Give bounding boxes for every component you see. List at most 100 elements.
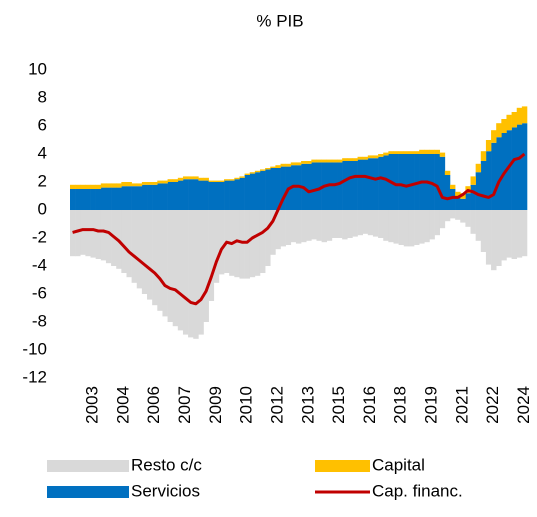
bar-segment	[362, 159, 369, 210]
bar-segment	[475, 210, 482, 241]
bar-segment	[290, 162, 297, 166]
bar-segment	[152, 182, 158, 185]
y-tick-label: 2	[38, 171, 47, 190]
bar-segment	[218, 210, 225, 275]
bar-segment	[259, 210, 266, 273]
bar-segment	[218, 180, 225, 182]
bar-segment	[203, 180, 209, 210]
bar-segment	[249, 172, 256, 174]
bar-segment	[367, 210, 374, 236]
bar-segment	[521, 123, 528, 210]
bar-segment	[403, 151, 410, 154]
bar-segment	[198, 177, 204, 181]
bar-segment	[434, 154, 441, 210]
y-tick-label: 10	[28, 59, 47, 78]
bar-segment	[357, 159, 363, 210]
bar-segment	[95, 189, 102, 210]
bar-segment	[295, 162, 302, 166]
bar-segment	[480, 210, 487, 252]
bar-segment	[244, 173, 251, 175]
bar-segment	[301, 161, 307, 164]
bar-segment	[105, 187, 112, 210]
bar-segment	[383, 152, 389, 156]
bar-segment	[152, 184, 158, 210]
bar-segment	[111, 183, 117, 188]
bar-segment	[177, 180, 184, 210]
bar-segment	[352, 210, 358, 237]
x-tick-label: 2019	[421, 386, 440, 424]
x-tick-label: 2024	[514, 386, 533, 424]
bar-segment	[357, 156, 363, 160]
bar-segment	[111, 187, 117, 210]
bar-segment	[506, 210, 512, 258]
bar-segment	[326, 159, 333, 163]
y-tick-label: -8	[32, 311, 47, 330]
bar-segment	[439, 152, 446, 157]
bar-segment	[172, 182, 179, 210]
bar-segment	[75, 184, 81, 189]
bar-segment	[265, 210, 271, 266]
bar-segment	[331, 159, 338, 163]
bar-segment	[90, 184, 96, 189]
bar-segment	[516, 107, 523, 125]
bar-segment	[275, 165, 281, 168]
bar-segment	[311, 162, 317, 210]
y-tick-label: 4	[38, 143, 47, 162]
bar-segment	[475, 172, 482, 210]
bar-segment	[501, 210, 507, 261]
bar-segment	[136, 186, 143, 210]
x-tick-label: 2013	[298, 386, 317, 424]
bar-segment	[414, 151, 420, 154]
bar-segment	[147, 210, 153, 300]
bar-segment	[126, 186, 132, 210]
bar-segment	[372, 155, 379, 159]
bar-segment	[496, 210, 502, 266]
x-tick-label: 2012	[267, 386, 286, 424]
bar-segment	[316, 159, 322, 163]
bar-segment	[229, 179, 235, 181]
bar-segment	[444, 170, 451, 175]
legend-label: Cap. financ.	[372, 481, 463, 500]
bar-segment	[100, 187, 107, 210]
bar-segment	[157, 180, 163, 184]
bar-segment	[270, 168, 276, 210]
bar-segment	[506, 130, 512, 210]
y-tick-label: -12	[22, 367, 47, 386]
bar-segment	[100, 210, 107, 261]
bar-segment	[141, 210, 148, 294]
bar-segment	[131, 186, 138, 210]
x-tick-label: 2007	[175, 386, 194, 424]
bar-segment	[259, 170, 266, 210]
bar-segment	[75, 210, 81, 257]
bar-segment	[152, 210, 158, 306]
bar-segment	[105, 210, 112, 264]
bar-segment	[270, 210, 276, 255]
bar-segment	[449, 184, 456, 189]
bar-segment	[295, 210, 302, 244]
bar-segment	[105, 183, 112, 188]
bar-segment	[80, 210, 86, 255]
bar-segment	[378, 210, 384, 238]
bar-segment	[208, 182, 215, 210]
bar-segment	[162, 210, 168, 317]
bar-segment	[229, 180, 235, 210]
bar-segment	[275, 168, 281, 210]
bar-segment	[157, 210, 163, 311]
bar-segment	[393, 154, 399, 210]
bar-segment	[234, 179, 240, 210]
bar-segment	[506, 114, 512, 131]
bar-segment	[162, 180, 168, 184]
bar-segment	[177, 177, 184, 181]
bar-segment	[280, 166, 286, 210]
bar-segment	[342, 158, 348, 161]
bar-segment	[136, 210, 143, 289]
bar-segment	[347, 210, 353, 238]
bar-segment	[157, 183, 163, 210]
bar-segment	[465, 210, 471, 227]
bar-segment	[244, 210, 251, 279]
bar-segment	[439, 210, 446, 229]
bar-segment	[419, 149, 425, 154]
bar-segment	[521, 210, 528, 257]
bar-segment	[444, 175, 451, 210]
bar-segment	[121, 186, 127, 210]
